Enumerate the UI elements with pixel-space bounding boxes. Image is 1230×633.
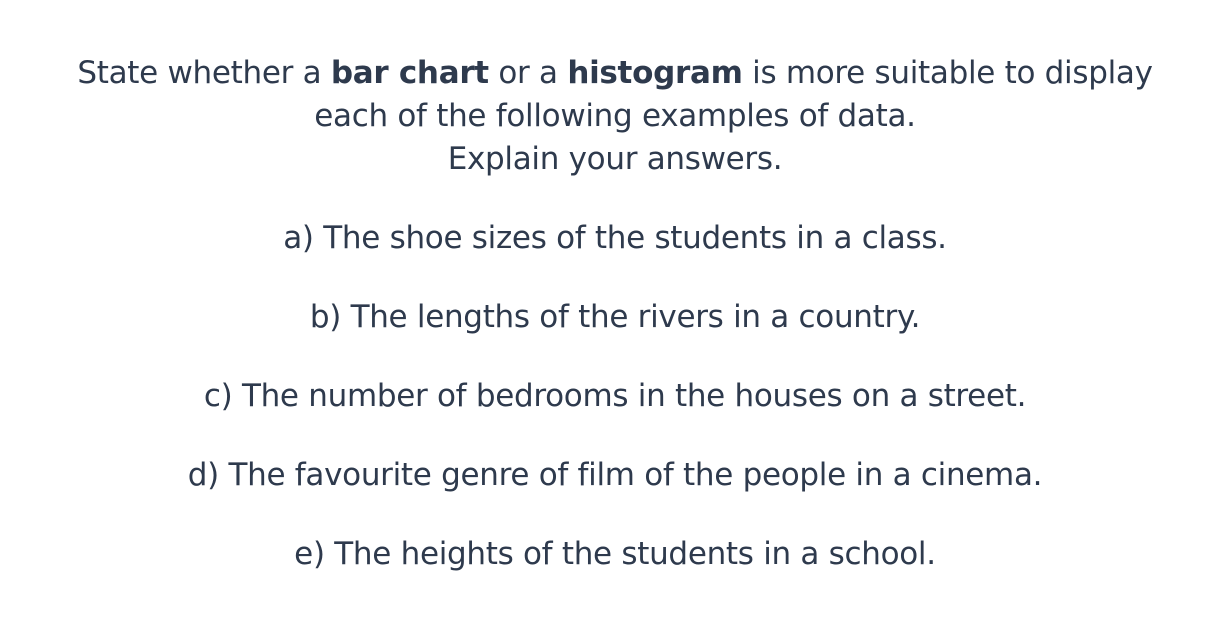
example-item-e: e) The heights of the students in a scho… xyxy=(294,536,936,572)
question-line-2: each of the following examples of data. xyxy=(314,98,916,134)
example-item-a: a) The shoe sizes of the students in a c… xyxy=(283,220,947,256)
question-middle: or a xyxy=(488,55,568,91)
question-line-1: State whether a bar chart or a histogram… xyxy=(0,52,1230,95)
example-item-c: c) The number of bedrooms in the houses … xyxy=(203,378,1027,414)
question-suffix: is more suitable to display xyxy=(742,55,1153,91)
example-item-b: b) The lengths of the rivers in a countr… xyxy=(309,299,921,335)
term-histogram: histogram xyxy=(567,55,743,91)
term-bar-chart: bar chart xyxy=(330,55,489,91)
question-line-3: Explain your answers. xyxy=(447,141,783,177)
example-list: a) The shoe sizes of the students in a c… xyxy=(0,216,1230,611)
question-prefix: State whether a xyxy=(77,55,331,91)
question-prompt: State whether a bar chart or a histogram… xyxy=(0,52,1230,181)
example-item-d: d) The favourite genre of film of the pe… xyxy=(187,457,1043,493)
